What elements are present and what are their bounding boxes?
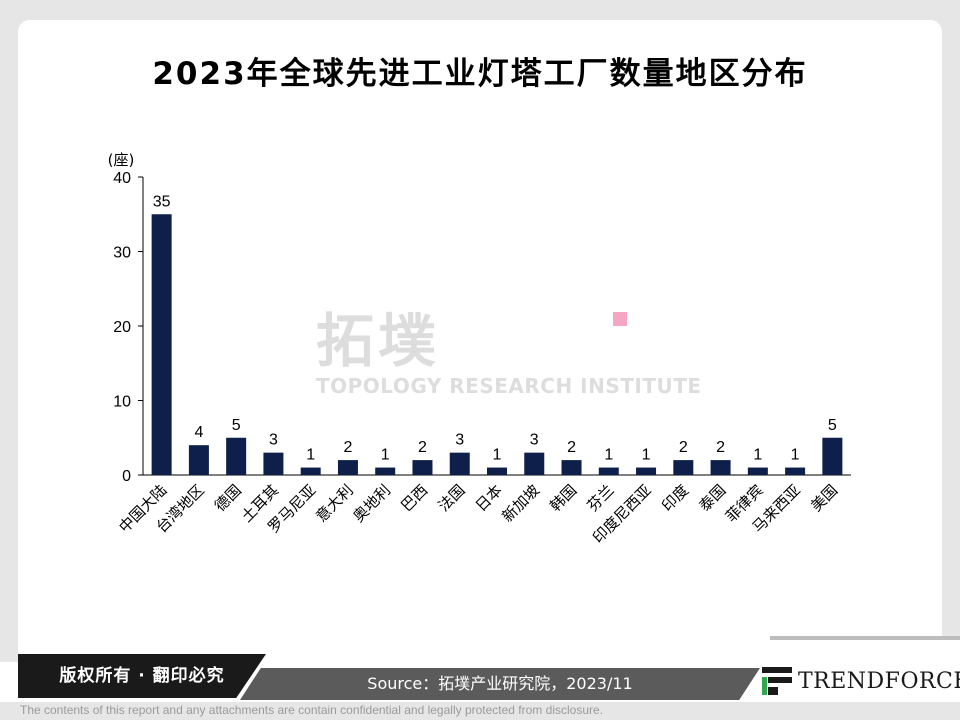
data-label: 1 bbox=[493, 447, 502, 464]
trendforce-logo-icon bbox=[762, 667, 792, 695]
data-label: 2 bbox=[679, 439, 688, 456]
bar bbox=[337, 460, 358, 475]
bar bbox=[822, 437, 843, 475]
bar bbox=[636, 467, 657, 475]
data-label: 1 bbox=[642, 447, 651, 464]
x-tick-label: 新加坡 bbox=[499, 481, 544, 526]
data-label: 35 bbox=[153, 193, 171, 210]
bar bbox=[561, 460, 582, 475]
y-tick-label: 40 bbox=[113, 170, 131, 187]
bar bbox=[151, 214, 172, 475]
source-bar: Source：拓墣产业研究院，2023/11 bbox=[240, 668, 760, 700]
bar bbox=[524, 452, 545, 475]
bar bbox=[300, 467, 321, 475]
bar bbox=[226, 437, 247, 475]
bar bbox=[449, 452, 470, 475]
bar bbox=[487, 467, 507, 475]
chart-card bbox=[18, 20, 942, 662]
x-tick-label: 美国 bbox=[807, 481, 841, 515]
bar bbox=[785, 467, 806, 475]
y-axis-unit-label: (座) bbox=[108, 151, 135, 169]
data-label: 5 bbox=[232, 417, 241, 434]
bar bbox=[710, 460, 731, 475]
x-tick-label: 印度 bbox=[658, 481, 692, 515]
data-label: 2 bbox=[716, 439, 725, 456]
data-label: 2 bbox=[418, 439, 427, 456]
bar bbox=[263, 452, 284, 475]
data-label: 1 bbox=[753, 447, 762, 464]
bar bbox=[673, 460, 694, 475]
copyright-badge: 版权所有 · 翻印必究 bbox=[18, 654, 266, 698]
logo-text: TRENDFORCE bbox=[798, 668, 960, 694]
data-label: 2 bbox=[567, 439, 576, 456]
data-label: 4 bbox=[194, 424, 203, 441]
x-tick-label: 韩国 bbox=[546, 481, 580, 515]
data-label: 1 bbox=[604, 447, 613, 464]
chart-title: 2023年全球先进工业灯塔工厂数量地区分布 bbox=[152, 56, 808, 92]
y-tick-label: 30 bbox=[113, 245, 131, 262]
bar bbox=[598, 467, 619, 475]
data-label: 1 bbox=[791, 447, 800, 464]
y-tick-label: 0 bbox=[122, 468, 131, 485]
x-tick-label: 巴西 bbox=[397, 481, 431, 515]
y-tick-label: 10 bbox=[113, 394, 131, 411]
data-label: 3 bbox=[455, 432, 464, 449]
x-tick-label: 意大利 bbox=[312, 481, 357, 526]
x-tick-label: 法国 bbox=[435, 481, 469, 515]
disclaimer: The contents of this report and any atta… bbox=[20, 703, 603, 717]
bar bbox=[375, 467, 396, 475]
x-tick-label: 奥地利 bbox=[349, 481, 394, 526]
data-label: 1 bbox=[381, 447, 390, 464]
data-label: 3 bbox=[530, 432, 539, 449]
bar bbox=[747, 467, 768, 475]
data-label: 1 bbox=[306, 447, 315, 464]
data-label: 5 bbox=[828, 417, 837, 434]
bar bbox=[188, 445, 209, 475]
bar bbox=[412, 460, 433, 475]
data-label: 2 bbox=[343, 439, 352, 456]
logo-stripe-line bbox=[770, 636, 960, 640]
watermark-dot bbox=[613, 312, 627, 326]
trendforce-logo: TRENDFORCE bbox=[762, 664, 960, 698]
y-tick-label: 20 bbox=[113, 319, 131, 336]
data-label: 3 bbox=[269, 432, 278, 449]
